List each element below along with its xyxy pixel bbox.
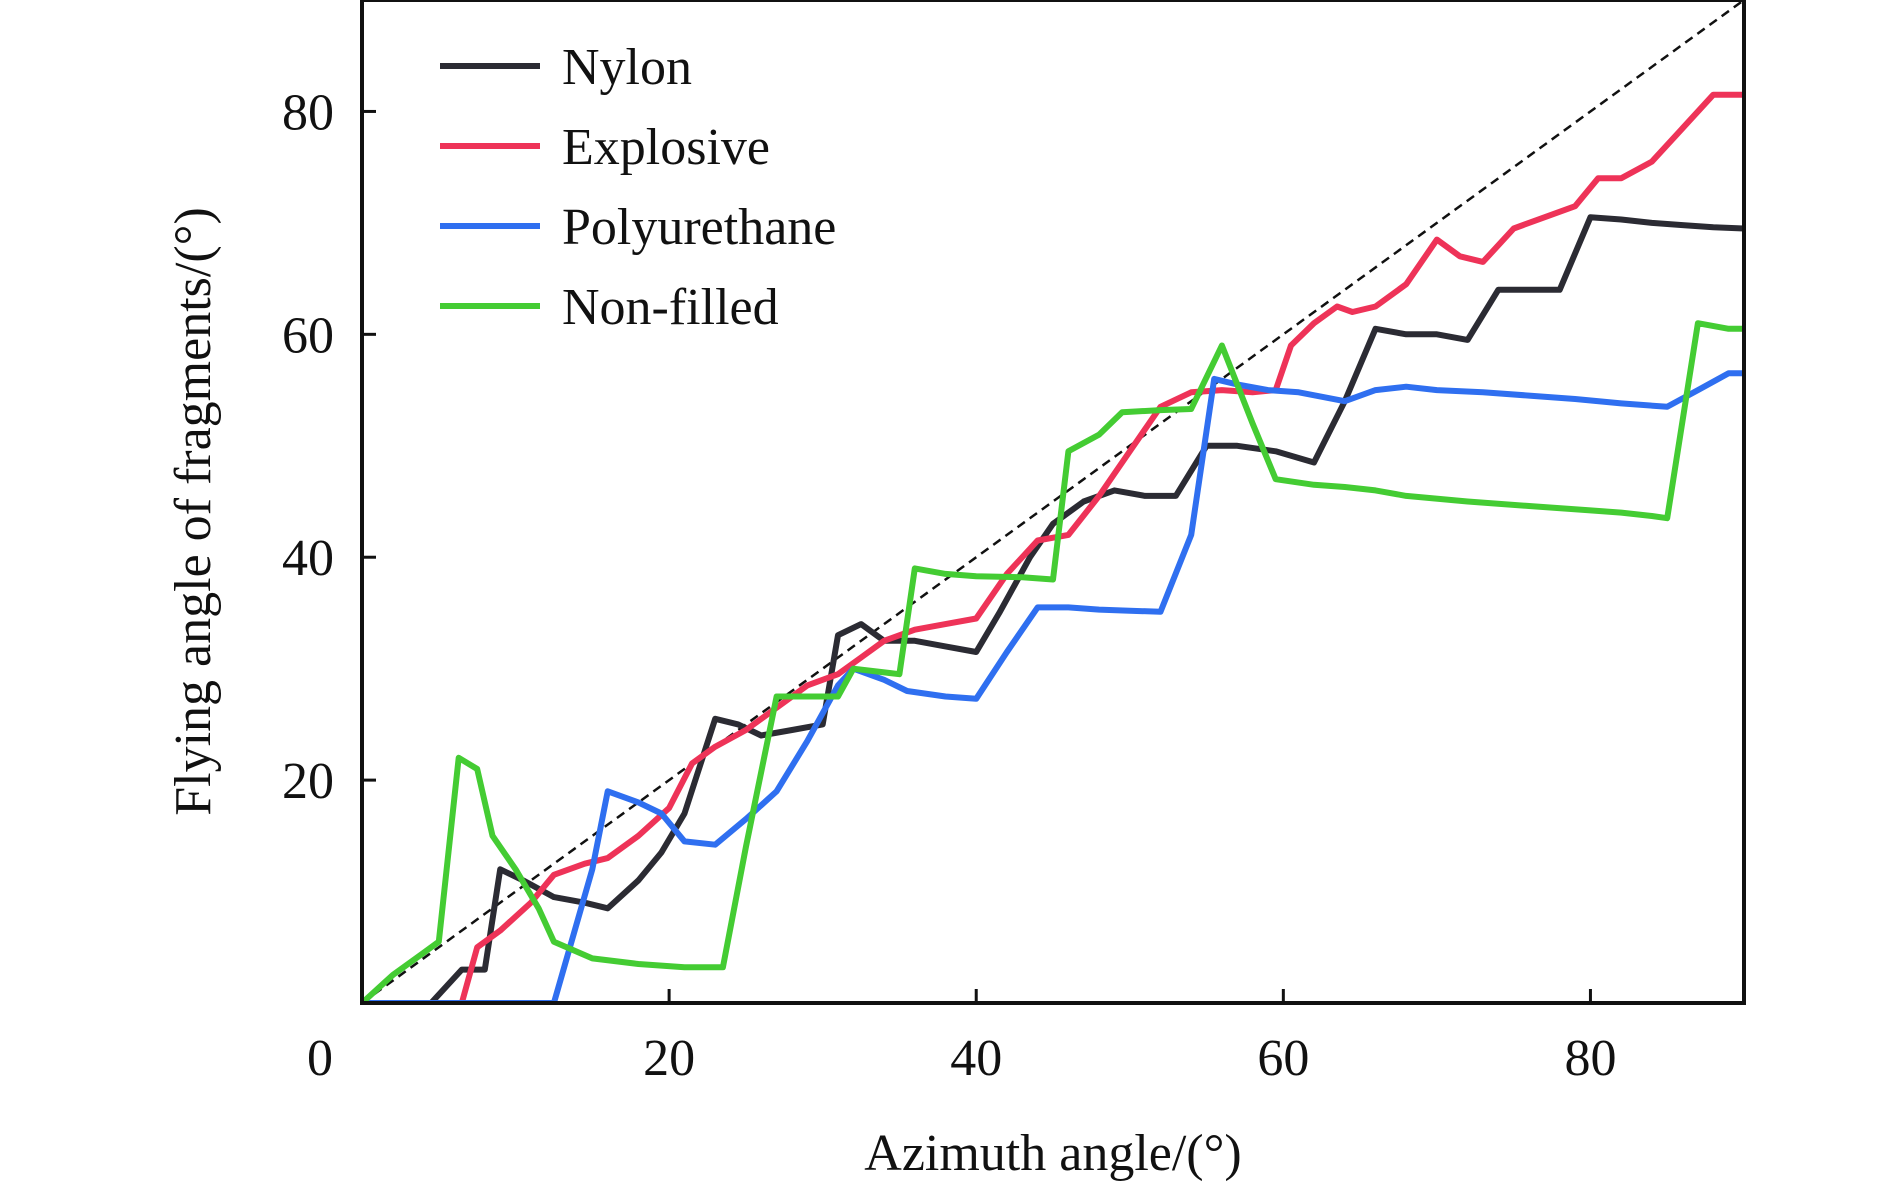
x-axis-title: Azimuth angle/(°): [864, 1125, 1241, 1182]
x-tick-label: 80: [1564, 1030, 1616, 1087]
y-tick-label: 80: [282, 84, 334, 141]
legend: Nylon Explosive Polyurethane Non-filled: [440, 39, 836, 336]
legend-label: Explosive: [562, 119, 770, 176]
x-tick-label: 0: [307, 1030, 333, 1087]
legend-label: Polyurethane: [562, 199, 836, 256]
y-tick-label: 40: [282, 530, 334, 587]
legend-label: Non-filled: [562, 279, 779, 336]
x-tick-label: 20: [643, 1030, 695, 1087]
y-tick-label: 20: [282, 753, 334, 810]
plot-frame: [360, 0, 1746, 1005]
axis-ticks: 0 20 40 60 80 20 40 60 80: [282, 84, 1616, 1087]
x-tick-label: 40: [950, 1030, 1002, 1087]
y-tick-label: 60: [282, 307, 334, 364]
y-axis-title: Flying angle of fragments/(°): [165, 207, 222, 816]
series-line-polyurethane: [362, 370, 1744, 1003]
x-tick-label: 60: [1257, 1030, 1309, 1087]
series-line-nylon: [362, 214, 1744, 1003]
plot-area: [362, 0, 1744, 1003]
legend-label: Nylon: [562, 39, 692, 96]
series-line-non-filled: [362, 320, 1744, 1003]
